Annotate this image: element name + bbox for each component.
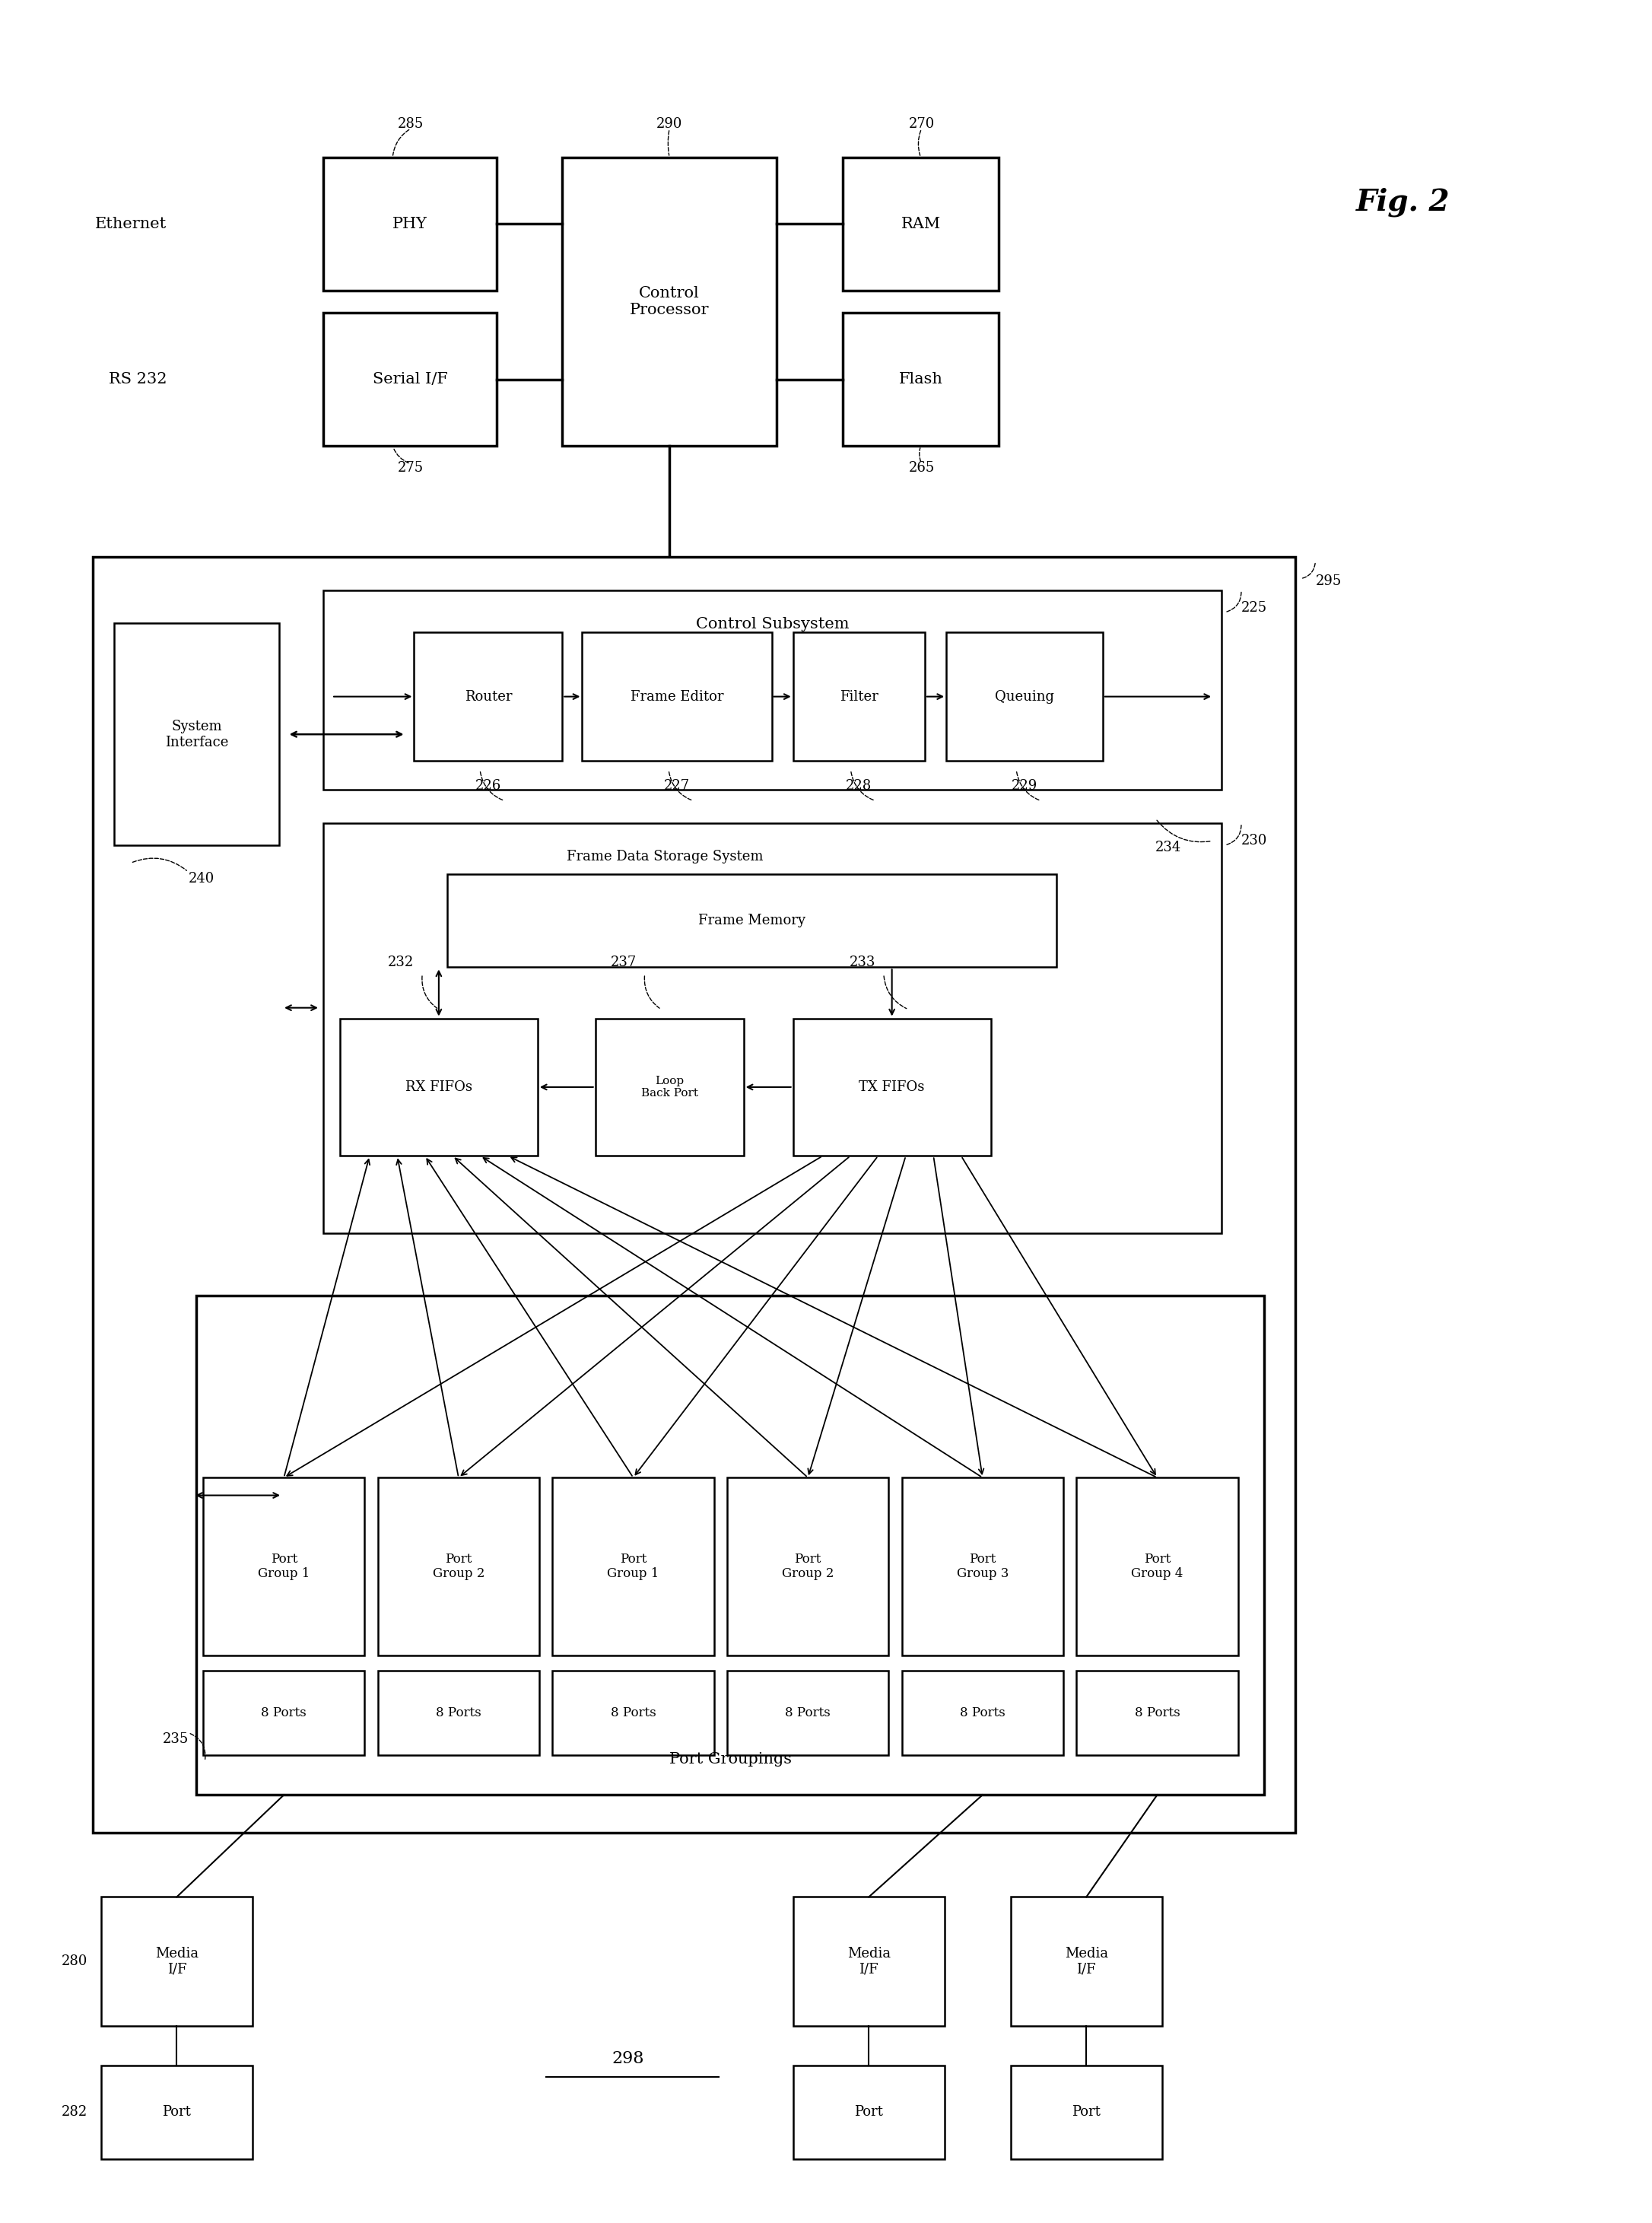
FancyBboxPatch shape [843,158,999,291]
Text: 240: 240 [188,871,215,885]
FancyBboxPatch shape [203,1672,365,1754]
FancyBboxPatch shape [1077,1478,1237,1656]
FancyBboxPatch shape [415,631,562,760]
Text: 270: 270 [909,118,935,131]
FancyBboxPatch shape [324,589,1221,789]
FancyBboxPatch shape [101,2065,253,2159]
Text: 226: 226 [476,778,501,791]
Text: Media
I/F: Media I/F [155,1947,198,1976]
FancyBboxPatch shape [793,2065,945,2159]
FancyBboxPatch shape [114,622,279,845]
FancyBboxPatch shape [197,1296,1264,1794]
FancyBboxPatch shape [843,313,999,447]
Text: Control
Processor: Control Processor [629,287,709,318]
Text: Serial I/F: Serial I/F [372,371,448,387]
FancyBboxPatch shape [902,1672,1064,1754]
Text: 229: 229 [1011,778,1037,791]
FancyBboxPatch shape [101,1896,253,2025]
FancyBboxPatch shape [448,874,1057,967]
Text: Port
Group 3: Port Group 3 [957,1552,1008,1581]
Text: Frame Memory: Frame Memory [699,914,806,927]
FancyBboxPatch shape [324,823,1221,1234]
FancyBboxPatch shape [378,1478,539,1656]
Text: Port: Port [854,2105,884,2119]
Text: 280: 280 [61,1954,88,1967]
Text: RAM: RAM [900,218,940,231]
Text: RS 232: RS 232 [109,371,167,387]
Text: 282: 282 [61,2105,88,2119]
Text: Port: Port [1072,2105,1100,2119]
Text: Control Subsystem: Control Subsystem [695,616,849,631]
Text: Ethernet: Ethernet [96,218,167,231]
Text: Filter: Filter [839,689,879,702]
Text: Port Groupings: Port Groupings [669,1752,791,1767]
FancyBboxPatch shape [324,313,497,447]
Text: Frame Data Storage System: Frame Data Storage System [567,849,763,863]
FancyBboxPatch shape [727,1478,889,1656]
Text: 290: 290 [656,118,682,131]
Text: 230: 230 [1241,834,1267,847]
Text: 233: 233 [849,956,876,969]
FancyBboxPatch shape [582,631,771,760]
Text: Loop
Back Port: Loop Back Port [641,1076,699,1098]
FancyBboxPatch shape [727,1672,889,1754]
Text: Port
Group 1: Port Group 1 [608,1552,659,1581]
Text: 8 Ports: 8 Ports [611,1707,656,1718]
Text: Port
Group 1: Port Group 1 [258,1552,311,1581]
FancyBboxPatch shape [552,1672,714,1754]
FancyBboxPatch shape [793,631,925,760]
FancyBboxPatch shape [793,1896,945,2025]
Text: Media
I/F: Media I/F [1064,1947,1108,1976]
Text: 298: 298 [613,2050,644,2067]
FancyBboxPatch shape [902,1478,1064,1656]
Text: RX FIFOs: RX FIFOs [405,1080,472,1094]
Text: 275: 275 [398,460,425,476]
Text: Port
Group 4: Port Group 4 [1132,1552,1183,1581]
FancyBboxPatch shape [552,1478,714,1656]
FancyBboxPatch shape [1077,1672,1237,1754]
FancyBboxPatch shape [93,556,1295,1832]
Text: Frame Editor: Frame Editor [631,689,724,702]
Text: PHY: PHY [393,218,428,231]
FancyBboxPatch shape [378,1672,539,1754]
Text: 237: 237 [611,956,636,969]
Text: 227: 227 [664,778,691,791]
Text: 285: 285 [398,118,425,131]
Text: Port
Group 2: Port Group 2 [433,1552,484,1581]
Text: 8 Ports: 8 Ports [785,1707,831,1718]
FancyBboxPatch shape [324,158,497,291]
Text: 8 Ports: 8 Ports [436,1707,481,1718]
Text: Fig. 2: Fig. 2 [1356,187,1450,216]
FancyBboxPatch shape [793,1018,991,1156]
Text: 225: 225 [1241,600,1267,616]
FancyBboxPatch shape [947,631,1104,760]
Text: Port
Group 2: Port Group 2 [781,1552,834,1581]
FancyBboxPatch shape [595,1018,743,1156]
Text: 295: 295 [1315,574,1341,589]
Text: Flash: Flash [899,371,943,387]
Text: Router: Router [464,689,512,702]
Text: 8 Ports: 8 Ports [1135,1707,1180,1718]
Text: 265: 265 [909,460,935,476]
FancyBboxPatch shape [562,158,776,447]
Text: 8 Ports: 8 Ports [261,1707,307,1718]
Text: Queuing: Queuing [995,689,1054,702]
Text: Media
I/F: Media I/F [847,1947,890,1976]
Text: 232: 232 [388,956,415,969]
Text: 234: 234 [1155,840,1181,854]
Text: System
Interface: System Interface [165,720,228,749]
Text: 228: 228 [846,778,872,791]
Text: 8 Ports: 8 Ports [960,1707,1006,1718]
Text: TX FIFOs: TX FIFOs [859,1080,925,1094]
Text: 235: 235 [162,1732,188,1747]
FancyBboxPatch shape [1011,2065,1161,2159]
FancyBboxPatch shape [1011,1896,1161,2025]
FancyBboxPatch shape [340,1018,537,1156]
Text: Port: Port [162,2105,192,2119]
FancyBboxPatch shape [203,1478,365,1656]
